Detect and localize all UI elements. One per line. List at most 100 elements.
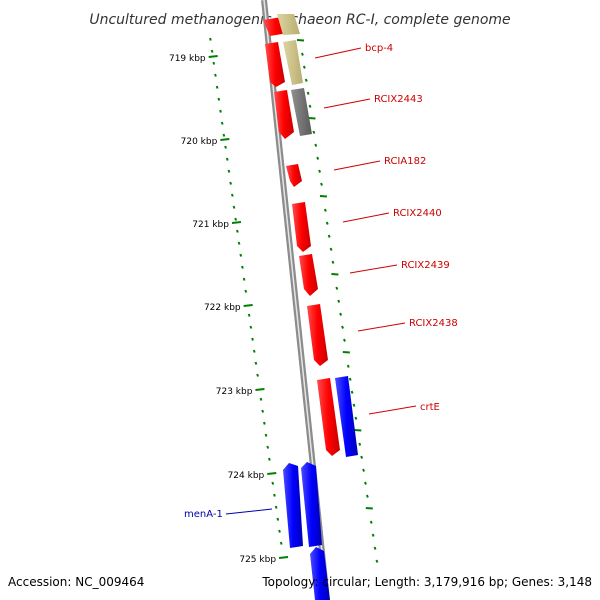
ruler-minor-tick <box>242 277 246 281</box>
track-tick <box>320 182 323 186</box>
ruler-major-tick <box>255 388 265 391</box>
feature-rcia182-cds[interactable] <box>286 164 302 187</box>
track-tick <box>341 325 344 329</box>
ruler-major-tick <box>220 138 230 141</box>
track-tick <box>314 143 318 147</box>
ruler-tick-label: 719 kbp <box>169 54 206 64</box>
gene-label-rcix2440[interactable]: RCIX2440 <box>342 208 442 223</box>
ruler-tick-label: 722 kbp <box>204 303 241 313</box>
track-tick <box>358 442 362 446</box>
track-tick <box>331 273 339 276</box>
ruler-minor-tick <box>214 73 217 77</box>
ruler-minor-tick <box>262 421 266 425</box>
feature-rcix2440-cds[interactable] <box>292 202 311 252</box>
track-tick <box>302 65 306 69</box>
track-tick <box>308 104 312 108</box>
ruler-minor-tick <box>256 373 259 377</box>
feature-crte-cds[interactable] <box>317 378 340 456</box>
track-tick <box>306 91 310 95</box>
gene-label-text: crtE <box>420 402 440 413</box>
ruler-minor-tick <box>261 409 265 413</box>
track-tick <box>350 390 354 394</box>
feature-rcix2439-cds[interactable] <box>299 254 318 296</box>
track-tick <box>365 507 373 510</box>
track-tick <box>312 130 316 134</box>
ruler-minor-tick <box>254 361 258 365</box>
ruler-minor-tick <box>273 493 276 497</box>
ruler-major-tick <box>243 304 253 307</box>
map-title: Uncultured methanogenic archaeon RC-I, c… <box>89 12 510 28</box>
ruler-minor-tick <box>259 397 263 401</box>
track-tick <box>354 416 358 420</box>
track-tick <box>371 533 375 537</box>
ruler-major-tick <box>278 556 289 559</box>
ruler-minor-tick <box>237 241 241 245</box>
track-tick <box>304 78 308 82</box>
ruler-minor-tick <box>232 205 236 209</box>
track-tick <box>348 377 352 381</box>
track-tick <box>365 494 369 498</box>
feature-blue-gene-upper[interactable] <box>335 376 358 457</box>
track-tick <box>308 117 316 120</box>
feature-bcp-4[interactable] <box>263 14 300 36</box>
track-tick <box>352 403 356 407</box>
ruler-major-tick <box>208 55 218 58</box>
ruler-minor-tick <box>268 457 271 461</box>
feature-gray-gene[interactable] <box>291 88 312 136</box>
accession-text: Accession: NC_009464 <box>8 575 144 589</box>
ruler-minor-tick <box>222 133 226 137</box>
track-tick <box>362 468 365 472</box>
ruler-minor-tick <box>249 325 253 329</box>
track-tick <box>318 169 322 173</box>
ruler-minor-tick <box>234 217 238 221</box>
gene-label-mena-1[interactable]: menA-1 <box>184 508 273 520</box>
feature-track-ticks <box>296 39 379 563</box>
track-tick <box>369 520 373 524</box>
ruler-minor-tick <box>212 61 216 65</box>
track-tick <box>327 234 331 238</box>
ruler-minor-tick <box>230 193 234 197</box>
ruler-minor-tick <box>220 121 224 125</box>
feature-rcix2438-cds[interactable] <box>307 304 328 366</box>
feature-blue-gene-bottom[interactable] <box>310 547 330 600</box>
gene-label-text: bcp-4 <box>365 43 393 54</box>
feature-khaki-gene[interactable] <box>283 40 303 85</box>
track-tick <box>343 338 346 342</box>
track-tick <box>325 221 329 225</box>
track-tick <box>354 429 362 432</box>
gene-label-bcp-4[interactable]: bcp-4 <box>314 43 393 59</box>
ruler-minor-tick <box>241 265 244 269</box>
track-tick <box>346 364 350 368</box>
ruler-tick-label: 720 kbp <box>181 137 218 147</box>
gene-label-rcix2438[interactable]: RCIX2438 <box>357 318 458 332</box>
feature-bcp-4-cds[interactable] <box>265 42 285 87</box>
gene-label-rcia182[interactable]: RCIA182 <box>333 156 426 171</box>
ruler-minor-tick <box>229 181 232 185</box>
ruler-minor-tick <box>278 529 281 533</box>
ruler-tick-label: 721 kbp <box>192 220 229 230</box>
ruler-minor-tick <box>251 337 254 341</box>
gene-label-rcix2439[interactable]: RCIX2439 <box>349 260 450 274</box>
track-tick <box>300 52 304 56</box>
ruler-minor-tick <box>279 541 283 545</box>
ruler-minor-tick <box>236 229 239 233</box>
track-tick <box>329 247 333 251</box>
feature-mena-1-cds[interactable] <box>283 463 303 548</box>
ruler-minor-tick <box>264 433 268 437</box>
gene-label-text: RCIX2443 <box>374 94 423 105</box>
ruler-minor-tick <box>209 37 212 41</box>
feature-blue-gene-lower[interactable] <box>301 462 322 547</box>
feature-rcix2443-cds[interactable] <box>274 90 294 139</box>
ruler-tick-label: 723 kbp <box>216 387 253 397</box>
gene-label-crte[interactable]: crtE <box>368 402 440 415</box>
ruler-minor-tick <box>225 157 229 161</box>
ruler-minor-tick <box>215 85 219 89</box>
gene-label-rcix2443[interactable]: RCIX2443 <box>323 94 423 109</box>
gene-label-text: RCIA182 <box>384 156 426 167</box>
ruler-major-ticks: 719 kbp 720 kbp 721 kbp 722 kbp 723 kbp 724 k… <box>169 54 289 565</box>
ruler-minor-tick <box>247 313 251 317</box>
track-tick <box>323 208 327 212</box>
gene-label-text: RCIX2440 <box>393 208 442 219</box>
ruler-minor-tick <box>224 145 227 149</box>
ruler-minor-tick <box>210 49 214 53</box>
